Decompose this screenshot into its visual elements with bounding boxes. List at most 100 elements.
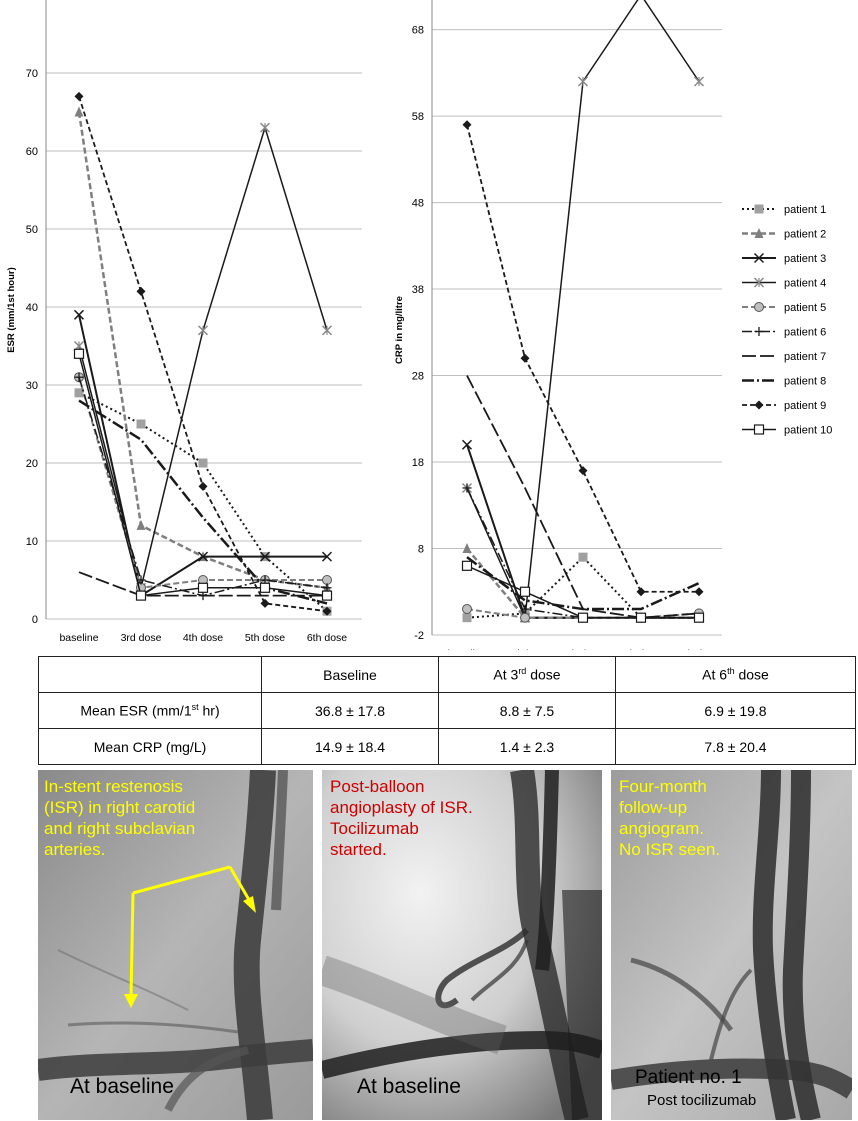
point <box>136 286 146 296</box>
point <box>322 575 332 585</box>
angiogram-image <box>38 770 313 1120</box>
legend-item: patient 9 <box>742 400 826 412</box>
table-header-empty <box>38 656 262 693</box>
point <box>462 604 472 615</box>
y-tick-label: -2 <box>414 630 424 642</box>
y-tick-label: 70 <box>26 68 38 80</box>
x-tick-label: 6th dose <box>679 648 719 650</box>
series-patient-10 <box>73 348 333 601</box>
point <box>693 612 705 623</box>
y-tick-label: 58 <box>412 111 424 123</box>
legend-item: patient 1 <box>742 204 826 216</box>
y-tick-label: 60 <box>26 146 38 158</box>
panel-bottom-label: At baseline <box>70 1075 174 1098</box>
panel-caption-line: No ISR seen. <box>619 840 721 859</box>
angiogram-panel-follow-up: Four-month follow-up angiogram. No ISR seen… <box>611 770 852 1120</box>
y-axis-label: CRP in mg/litre <box>394 296 405 364</box>
x-tick-label: 5th dose <box>245 632 285 644</box>
series-patient-4 <box>461 0 705 623</box>
table-header-baseline: Baseline <box>261 656 439 693</box>
arrow-line <box>132 865 231 895</box>
x-tick-label: 6th dose <box>307 632 347 644</box>
point <box>260 598 270 608</box>
arrow-line <box>129 892 135 999</box>
point <box>462 613 472 623</box>
y-tick-label: 10 <box>26 536 38 548</box>
arrow-head <box>124 994 138 1008</box>
point <box>754 228 764 238</box>
legend-label: patient 2 <box>784 229 826 241</box>
panel-caption-line: follow-up <box>619 798 688 817</box>
point <box>74 388 84 398</box>
legend-item: patient 2 <box>742 228 826 241</box>
x-tick-label: 3rd dose <box>121 632 162 644</box>
legend-item: patient 7 <box>742 351 826 363</box>
panel-caption: Post-balloon angioplasty of ISR. Tocilizum… <box>330 776 473 860</box>
table-cell: 6.9 ± 19.8 <box>615 692 856 729</box>
y-tick-label: 40 <box>26 302 38 314</box>
angiogram-image <box>611 770 852 1120</box>
series-line <box>466 0 700 621</box>
point <box>73 309 85 320</box>
legend-label: patient 5 <box>784 302 826 314</box>
point <box>136 519 146 530</box>
series-patient-3 <box>73 309 333 601</box>
series-patient-9 <box>74 91 332 616</box>
series-line <box>78 571 327 597</box>
point <box>135 590 147 601</box>
series-patient-8 <box>466 556 700 611</box>
legend-item: patient 4 <box>742 277 826 290</box>
panel-caption-line: Post-balloon <box>330 777 425 796</box>
table-cell: 36.8 ± 17.8 <box>261 692 439 729</box>
table-header-3rd-dose: At 3rd dose <box>438 656 616 693</box>
point <box>322 606 332 616</box>
panel-caption-line: Four-month <box>619 777 707 796</box>
panel-caption-line: angioplasty of ISR. <box>330 798 473 817</box>
panel-caption: In-stent restenosis (ISR) in right caroti… <box>44 776 195 860</box>
panel-bottom-label: Patient no. 1 <box>635 1067 742 1088</box>
series-line <box>466 556 700 611</box>
y-tick-label: 68 <box>412 25 424 37</box>
panel-caption: Four-month follow-up angiogram. No ISR seen… <box>619 776 720 860</box>
point <box>577 612 589 623</box>
point <box>520 353 530 363</box>
table-row-esr: Mean ESR (mm/1st hr) 36.8 ± 17.8 8.8 ± 7… <box>38 692 856 729</box>
series-line <box>466 608 700 619</box>
point <box>635 612 647 623</box>
point <box>520 612 530 623</box>
chart-2: -2 8 18 28 38 48 58 68 baseline 3rd dose 4th dose 5… <box>394 0 722 650</box>
point <box>578 552 588 562</box>
point <box>198 458 208 468</box>
legend-label: patient 7 <box>784 351 826 363</box>
point <box>754 302 764 312</box>
series-line <box>78 399 328 605</box>
table-row-crp: Mean CRP (mg/L) 14.9 ± 18.4 1.4 ± 2.3 7.… <box>38 728 856 765</box>
point <box>694 587 704 597</box>
x-tick-label: 5th dose <box>621 648 661 650</box>
y-tick-label: 8 <box>418 544 424 556</box>
legend: patient 1 patient 2 patient 3 patient 4 pati… <box>742 204 832 437</box>
point <box>321 551 333 562</box>
legend-label: patient 4 <box>784 278 826 290</box>
table-cell: 8.8 ± 7.5 <box>438 692 616 729</box>
panel-caption-line: arteries. <box>44 840 106 859</box>
y-axis-label: ESR (mm/1st hour) <box>6 267 17 353</box>
legend-label: patient 1 <box>784 204 826 216</box>
point <box>754 204 764 214</box>
angiogram-panel-post-balloon: Post-balloon angioplasty of ISR. Tocilizum… <box>322 770 602 1120</box>
point <box>198 481 208 491</box>
panel-caption-line: (ISR) in right carotid <box>44 798 196 817</box>
legend-label: patient 10 <box>784 425 832 437</box>
panel-caption-line: angiogram. <box>619 819 705 838</box>
panel-caption-line: In-stent restenosis <box>44 777 183 796</box>
point <box>753 424 765 435</box>
y-tick-label: 18 <box>412 457 424 469</box>
point <box>578 466 588 476</box>
point <box>461 560 473 571</box>
panel-bottom-sublabel: Post tocilizumab <box>647 1092 757 1109</box>
point <box>636 587 646 597</box>
table-row-label: Mean CRP (mg/L) <box>38 728 262 765</box>
legend-label: patient 8 <box>784 376 826 388</box>
point <box>461 439 473 450</box>
table-cell: 7.8 ± 20.4 <box>615 728 856 765</box>
